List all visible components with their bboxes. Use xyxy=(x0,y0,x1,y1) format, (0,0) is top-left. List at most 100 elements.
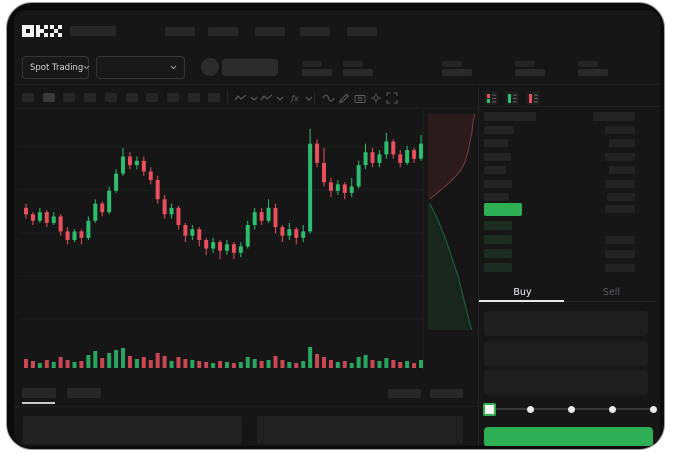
nav-item-placeholder-0[interactable] xyxy=(165,27,195,36)
header-divider xyxy=(14,84,660,85)
ask-price-placeholder-0[interactable] xyxy=(484,126,514,134)
timeframe-button-3[interactable] xyxy=(84,93,97,102)
wave-icon[interactable] xyxy=(321,91,335,105)
bid-amount-placeholder-3[interactable] xyxy=(605,264,635,272)
nav-item-placeholder-1[interactable] xyxy=(208,27,238,36)
volume-bar xyxy=(384,358,389,368)
bottom-action-placeholder-1[interactable] xyxy=(430,389,463,398)
ask-amount-placeholder-2[interactable] xyxy=(605,152,635,161)
bottom-active-tab-underline xyxy=(22,402,55,404)
candlestick-chart[interactable] xyxy=(18,110,426,372)
bid-price-placeholder-1[interactable] xyxy=(484,235,512,244)
ask-amount-placeholder-1[interactable] xyxy=(609,139,635,148)
volume-bar xyxy=(24,359,28,368)
candle-style-icon[interactable] xyxy=(259,91,273,105)
slider-stop-3[interactable] xyxy=(609,406,616,413)
timeframe-button-1[interactable] xyxy=(42,93,55,102)
header-search-placeholder[interactable] xyxy=(70,26,116,36)
candle-body xyxy=(72,231,77,240)
ask-amount-placeholder-4[interactable] xyxy=(605,179,635,188)
book-asks-icon[interactable] xyxy=(526,91,540,105)
amount-input[interactable] xyxy=(484,341,648,366)
fullscreen-icon[interactable] xyxy=(385,91,399,105)
slider-stop-2[interactable] xyxy=(568,406,575,413)
ask-price-placeholder-1[interactable] xyxy=(484,139,508,148)
slider-handle[interactable] xyxy=(483,403,496,416)
pair-selector-dropdown[interactable] xyxy=(96,56,185,79)
tab-buy[interactable]: Buy xyxy=(513,286,532,298)
bid-price-placeholder-0[interactable] xyxy=(484,221,512,230)
nav-item-placeholder-2[interactable] xyxy=(255,27,285,36)
volume-bar xyxy=(356,357,361,368)
volume-bar xyxy=(197,361,202,368)
candle-body xyxy=(363,152,368,166)
app-screen: Spot Trading Buy Sell ƒx xyxy=(14,10,660,446)
pair-title-placeholder xyxy=(222,59,278,76)
timeframe-button-4[interactable] xyxy=(104,93,117,102)
bid-amount-placeholder-1[interactable] xyxy=(605,236,635,244)
ask-price-placeholder-4[interactable] xyxy=(484,179,512,188)
ask-amount-placeholder-3[interactable] xyxy=(609,166,635,175)
draw-icon[interactable] xyxy=(337,91,351,105)
candle-body xyxy=(412,150,417,159)
volume-bar xyxy=(405,361,410,368)
camera-icon[interactable] xyxy=(353,91,367,105)
candle-body xyxy=(231,244,236,253)
slider-stop-1[interactable] xyxy=(527,406,534,413)
nav-item-placeholder-4[interactable] xyxy=(347,27,377,36)
ask-price-placeholder-3[interactable] xyxy=(484,166,506,175)
bid-amount-placeholder-2[interactable] xyxy=(605,250,635,258)
timeframe-button-5[interactable] xyxy=(125,93,138,102)
ask-price-placeholder-5[interactable] xyxy=(484,193,509,201)
candle-body xyxy=(197,229,202,240)
timeframe-button-9[interactable] xyxy=(208,93,221,102)
line-style-icon[interactable] xyxy=(233,91,247,105)
bottom-tab-placeholder-1[interactable] xyxy=(67,388,101,398)
timeframe-button-8[interactable] xyxy=(187,93,200,102)
candle-body xyxy=(162,199,167,215)
volume-bar xyxy=(121,348,126,368)
compare-chevron-icon[interactable] xyxy=(302,91,316,105)
volume-bar xyxy=(204,362,209,368)
bottom-action-placeholder-0[interactable] xyxy=(388,389,421,398)
candle-body xyxy=(266,207,271,221)
last-price-highlight[interactable] xyxy=(484,203,522,216)
candle-style-chevron-icon[interactable] xyxy=(273,91,287,105)
ask-amount-placeholder-0[interactable] xyxy=(605,126,635,134)
book-bids-icon[interactable] xyxy=(505,91,519,105)
candle-body xyxy=(245,225,250,247)
buy-submit-button[interactable] xyxy=(484,427,653,446)
tab-sell[interactable]: Sell xyxy=(602,286,621,298)
volume-bar xyxy=(79,361,84,368)
settings-icon[interactable] xyxy=(369,91,383,105)
bid-price-placeholder-3[interactable] xyxy=(484,263,512,272)
slider-stop-4[interactable] xyxy=(650,406,657,413)
total-input[interactable] xyxy=(484,370,648,395)
candle-body xyxy=(224,244,229,251)
nav-item-placeholder-3[interactable] xyxy=(300,27,330,36)
last-price-amount-placeholder xyxy=(605,205,635,213)
ask-amount-placeholder-5[interactable] xyxy=(607,193,635,201)
timeframe-button-0[interactable] xyxy=(22,93,34,102)
divider xyxy=(314,92,315,104)
timeframe-button-2[interactable] xyxy=(63,93,76,102)
ask-price-placeholder-2[interactable] xyxy=(484,152,511,161)
candle-body xyxy=(58,216,63,232)
line-style-chevron-icon[interactable] xyxy=(247,91,261,105)
indicators-icon[interactable]: ƒx xyxy=(291,93,299,103)
volume-bar xyxy=(245,357,250,368)
market-type-dropdown[interactable]: Spot Trading xyxy=(22,56,90,79)
bottom-tab-placeholder-0[interactable] xyxy=(22,388,56,398)
stat-label-placeholder-1 xyxy=(343,61,363,67)
timeframe-button-6[interactable] xyxy=(146,93,159,102)
book-both-icon[interactable] xyxy=(484,91,498,105)
price-input[interactable] xyxy=(484,311,648,336)
candle-body xyxy=(349,186,354,193)
bid-price-placeholder-2[interactable] xyxy=(484,249,512,258)
candle-body xyxy=(356,165,361,187)
stat-value-placeholder-3 xyxy=(515,69,545,76)
candle-body xyxy=(169,207,174,215)
timeframe-button-7[interactable] xyxy=(166,93,179,102)
candle-body xyxy=(342,184,347,193)
toolbar-divider xyxy=(14,108,478,109)
